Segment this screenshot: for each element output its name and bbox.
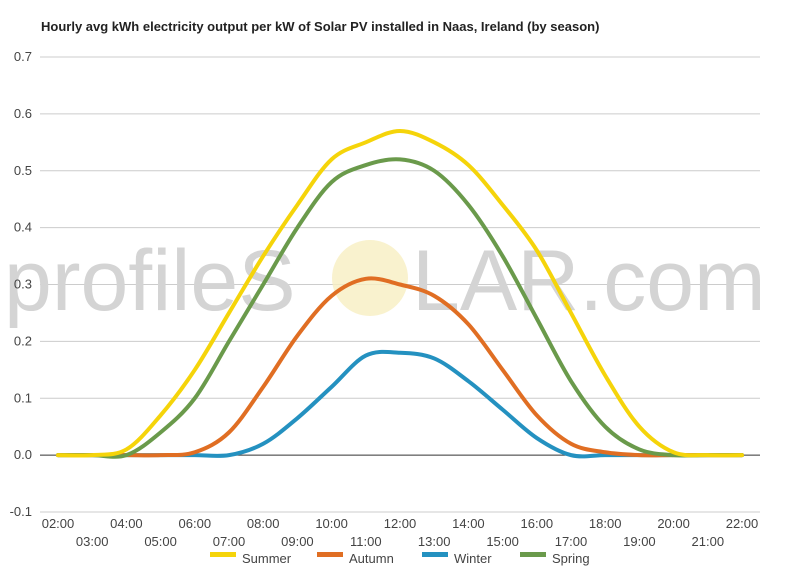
y-tick-label: 0.2 — [14, 333, 32, 348]
legend-label-spring: Spring — [552, 551, 590, 566]
y-tick-label: 0.7 — [14, 49, 32, 64]
x-tick-label: 09:00 — [281, 534, 314, 549]
legend-swatch-autumn — [317, 552, 343, 557]
x-tick-label: 06:00 — [179, 516, 212, 531]
x-tick-label: 13:00 — [418, 534, 451, 549]
series-line-summer — [56, 128, 744, 458]
watermark-text-right: LAR.com — [412, 233, 766, 329]
x-tick-label: 05:00 — [144, 534, 177, 549]
x-tick-label: 07:00 — [213, 534, 246, 549]
x-tick-label: 12:00 — [384, 516, 417, 531]
legend-label-autumn: Autumn — [349, 551, 394, 566]
series-line-autumn — [56, 276, 744, 458]
x-tick-label: 03:00 — [76, 534, 109, 549]
series-line-spring — [56, 157, 744, 459]
legend-swatch-winter — [422, 552, 448, 557]
x-tick-label: 11:00 — [350, 534, 382, 549]
legend-label-summer: Summer — [242, 551, 292, 566]
y-tick-label: -0.1 — [10, 504, 32, 519]
axes: 0.7 0.6 0.5 0.4 0.3 0.2 0.1 0.0 -0.1 02:0003:0004… — [10, 49, 760, 549]
x-tick-label: 22:00 — [726, 516, 759, 531]
x-tick-label: 21:00 — [692, 534, 725, 549]
y-tick-label: 0.4 — [14, 220, 32, 235]
x-tick-label: 16:00 — [521, 516, 554, 531]
chart-title: Hourly avg kWh electricity output per kW… — [41, 19, 600, 34]
x-tick-label: 14:00 — [452, 516, 485, 531]
legend-swatch-spring — [520, 552, 546, 557]
y-tick-label: 0.1 — [14, 390, 32, 405]
x-tick-label: 04:00 — [110, 516, 143, 531]
legend: Summer Autumn Winter Spring — [210, 551, 590, 566]
legend-swatch-summer — [210, 552, 236, 557]
x-tick-label: 02:00 — [42, 516, 75, 531]
y-tick-label: 0.3 — [14, 277, 32, 292]
x-tick-label: 20:00 — [657, 516, 690, 531]
x-tick-label: 15:00 — [486, 534, 519, 549]
x-tick-label: 17:00 — [555, 534, 588, 549]
x-tick-label: 18:00 — [589, 516, 622, 531]
y-tick-label: 0.5 — [14, 163, 32, 178]
series-line-winter — [56, 349, 744, 459]
watermark-text-left: profileS — [4, 233, 296, 329]
x-tick-label: 10:00 — [315, 516, 348, 531]
series-lines — [56, 128, 744, 459]
x-tick-label: 19:00 — [623, 534, 656, 549]
y-tick-label: 0.6 — [14, 106, 32, 121]
legend-label-winter: Winter — [454, 551, 492, 566]
x-tick-label: 08:00 — [247, 516, 280, 531]
y-tick-label: 0.0 — [14, 447, 32, 462]
